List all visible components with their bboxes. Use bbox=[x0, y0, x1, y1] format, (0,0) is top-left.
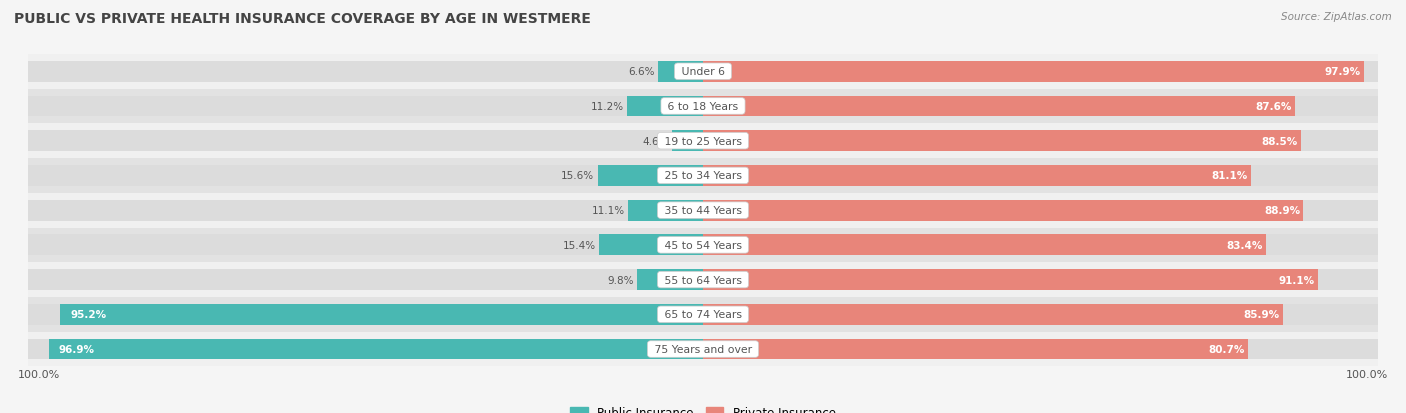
Text: 6.6%: 6.6% bbox=[628, 67, 655, 77]
Bar bbox=[28, 89, 1378, 124]
Bar bbox=[703, 200, 1378, 221]
Bar bbox=[703, 96, 1295, 117]
Legend: Public Insurance, Private Insurance: Public Insurance, Private Insurance bbox=[565, 401, 841, 413]
Text: 88.5%: 88.5% bbox=[1261, 136, 1298, 146]
Text: 87.6%: 87.6% bbox=[1256, 102, 1291, 112]
Bar bbox=[28, 235, 703, 256]
Bar bbox=[28, 332, 1378, 366]
Bar bbox=[28, 228, 1378, 263]
Text: 4.6%: 4.6% bbox=[643, 136, 669, 146]
Text: 15.6%: 15.6% bbox=[561, 171, 595, 181]
Bar bbox=[28, 62, 703, 83]
Bar bbox=[703, 270, 1378, 290]
Bar bbox=[28, 131, 703, 152]
Text: 100.0%: 100.0% bbox=[1347, 369, 1389, 379]
Text: Source: ZipAtlas.com: Source: ZipAtlas.com bbox=[1281, 12, 1392, 22]
Bar bbox=[703, 235, 1267, 256]
Bar bbox=[658, 62, 703, 83]
Text: 97.9%: 97.9% bbox=[1324, 67, 1361, 77]
Bar bbox=[28, 297, 1378, 332]
Bar bbox=[703, 270, 1319, 290]
Bar bbox=[703, 166, 1251, 186]
Text: Under 6: Under 6 bbox=[678, 67, 728, 77]
Text: 55 to 64 Years: 55 to 64 Years bbox=[661, 275, 745, 285]
Text: 9.8%: 9.8% bbox=[607, 275, 634, 285]
Text: 65 to 74 Years: 65 to 74 Years bbox=[661, 310, 745, 320]
Text: 85.9%: 85.9% bbox=[1244, 310, 1279, 320]
Bar bbox=[48, 339, 703, 360]
Bar bbox=[703, 131, 1301, 152]
Bar bbox=[28, 304, 703, 325]
Bar bbox=[28, 263, 1378, 297]
Bar bbox=[28, 124, 1378, 159]
Bar bbox=[703, 131, 1378, 152]
Text: 45 to 54 Years: 45 to 54 Years bbox=[661, 240, 745, 250]
Text: 81.1%: 81.1% bbox=[1211, 171, 1247, 181]
Text: 15.4%: 15.4% bbox=[562, 240, 596, 250]
Bar bbox=[703, 304, 1284, 325]
Bar bbox=[628, 200, 703, 221]
Bar bbox=[703, 339, 1249, 360]
Text: 91.1%: 91.1% bbox=[1279, 275, 1315, 285]
Text: 88.9%: 88.9% bbox=[1264, 206, 1301, 216]
Bar bbox=[637, 270, 703, 290]
Bar bbox=[598, 166, 703, 186]
Text: 83.4%: 83.4% bbox=[1226, 240, 1263, 250]
Bar bbox=[703, 62, 1364, 83]
Text: 80.7%: 80.7% bbox=[1208, 344, 1244, 354]
Bar bbox=[28, 55, 1378, 89]
Bar bbox=[703, 304, 1378, 325]
Bar bbox=[627, 96, 703, 117]
Bar bbox=[703, 200, 1303, 221]
Bar bbox=[28, 159, 1378, 193]
Text: 75 Years and over: 75 Years and over bbox=[651, 344, 755, 354]
Text: 25 to 34 Years: 25 to 34 Years bbox=[661, 171, 745, 181]
Bar bbox=[28, 193, 1378, 228]
Bar bbox=[28, 200, 703, 221]
Bar bbox=[28, 166, 703, 186]
Text: 11.2%: 11.2% bbox=[591, 102, 624, 112]
Bar bbox=[703, 166, 1378, 186]
Text: 11.1%: 11.1% bbox=[592, 206, 624, 216]
Text: 19 to 25 Years: 19 to 25 Years bbox=[661, 136, 745, 146]
Bar bbox=[60, 304, 703, 325]
Bar bbox=[703, 62, 1378, 83]
Bar bbox=[599, 235, 703, 256]
Text: 96.9%: 96.9% bbox=[59, 344, 94, 354]
Bar bbox=[28, 339, 703, 360]
Bar bbox=[28, 96, 703, 117]
Bar bbox=[703, 235, 1378, 256]
Bar bbox=[703, 339, 1378, 360]
Bar bbox=[672, 131, 703, 152]
Bar bbox=[28, 270, 703, 290]
Bar bbox=[703, 96, 1378, 117]
Text: 95.2%: 95.2% bbox=[70, 310, 107, 320]
Text: 6 to 18 Years: 6 to 18 Years bbox=[664, 102, 742, 112]
Text: PUBLIC VS PRIVATE HEALTH INSURANCE COVERAGE BY AGE IN WESTMERE: PUBLIC VS PRIVATE HEALTH INSURANCE COVER… bbox=[14, 12, 591, 26]
Text: 100.0%: 100.0% bbox=[17, 369, 59, 379]
Text: 35 to 44 Years: 35 to 44 Years bbox=[661, 206, 745, 216]
